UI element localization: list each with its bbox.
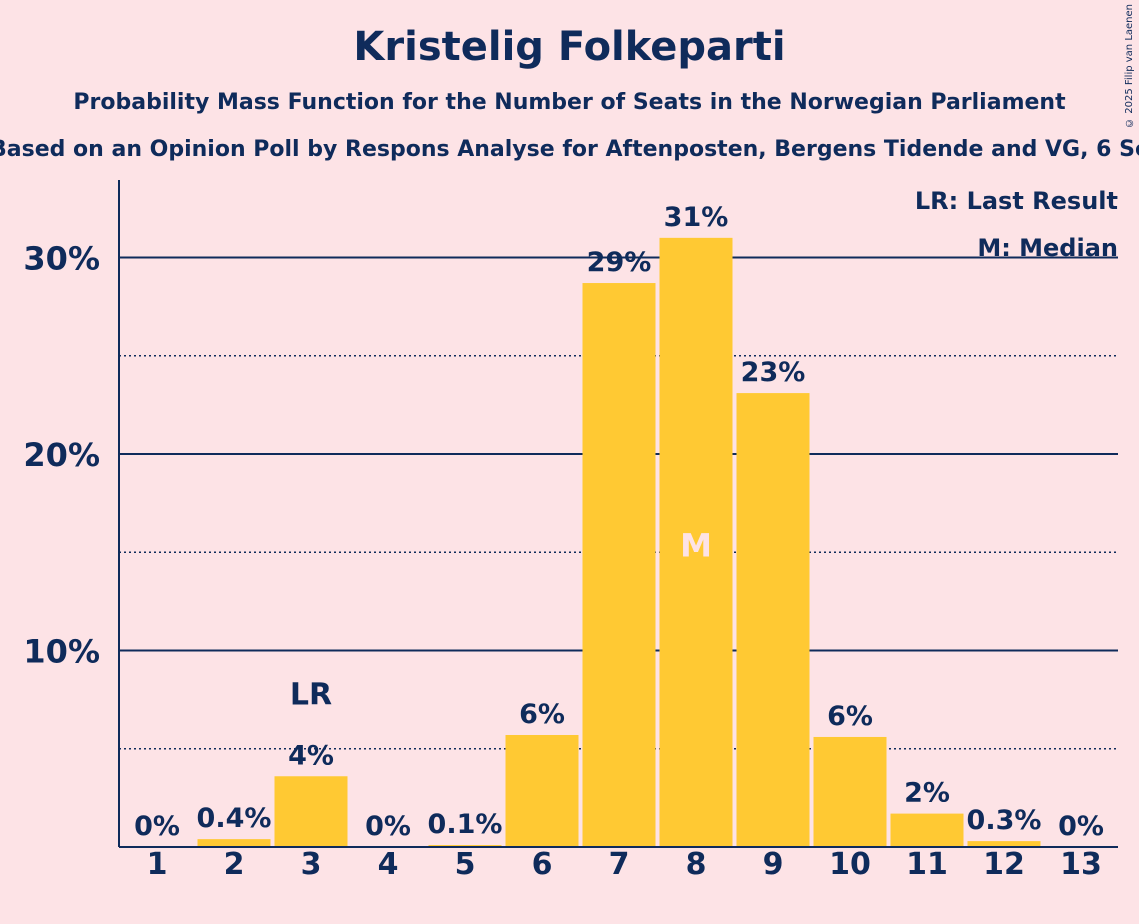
data-label: 6%: [519, 699, 565, 730]
bar: [659, 237, 733, 848]
bar: [197, 839, 271, 847]
x-tick-label: 9: [763, 847, 784, 882]
data-label: 23%: [741, 357, 806, 388]
data-label: 31%: [664, 202, 729, 233]
x-tick-label: 2: [224, 847, 245, 882]
x-tick-label: 11: [906, 847, 948, 882]
last-result-marker: LR: [290, 677, 332, 712]
x-tick-label: 5: [455, 847, 476, 882]
legend-last-result: LR: Last Result: [915, 187, 1118, 215]
bar: [736, 393, 810, 847]
x-tick-label: 6: [532, 847, 553, 882]
x-tick-label: 8: [686, 847, 707, 882]
chart-subtitle: Probability Mass Function for the Number…: [73, 90, 1066, 115]
data-label: 29%: [587, 247, 652, 278]
data-labels: 0% 1 0.4% 2 4% 3 LR 0% 4 0.1% 5 6% 6 29% 7 31% 8 M 23% 9 6% 1…: [134, 202, 1104, 882]
data-label: 0%: [365, 811, 411, 842]
bar: [967, 841, 1041, 847]
median-marker: M: [680, 526, 712, 564]
y-tick-label: 20%: [23, 436, 100, 474]
bar: [813, 736, 887, 847]
chart-source: Based on an Opinion Poll by Respons Anal…: [0, 137, 1139, 162]
chart-title: Kristelig Folkeparti: [353, 24, 786, 70]
legend-median: M: Median: [977, 234, 1118, 262]
data-label: 2%: [904, 778, 950, 809]
x-tick-label: 1: [147, 847, 168, 882]
data-label: 0.1%: [428, 809, 503, 840]
bar: [890, 813, 964, 847]
y-tick-label: 30%: [23, 240, 100, 278]
data-label: 6%: [827, 701, 873, 732]
axes: [118, 180, 1118, 848]
bar: [274, 776, 348, 847]
data-label: 0.4%: [197, 803, 272, 834]
data-label: 0%: [1058, 811, 1104, 842]
x-tick-label: 3: [301, 847, 322, 882]
y-tick-label: 10%: [23, 633, 100, 671]
x-tick-label: 10: [829, 847, 871, 882]
x-tick-label: 13: [1060, 847, 1102, 882]
bar: [582, 283, 656, 847]
x-tick-label: 12: [983, 847, 1025, 882]
x-tick-label: 4: [378, 847, 399, 882]
gridlines: 10% 20% 30%: [23, 240, 1118, 750]
bar: [505, 734, 579, 847]
data-label: 0%: [134, 811, 180, 842]
data-label: 4%: [288, 740, 334, 771]
x-tick-label: 7: [609, 847, 630, 882]
bars: [197, 237, 1041, 848]
data-label: 0.3%: [967, 805, 1042, 836]
